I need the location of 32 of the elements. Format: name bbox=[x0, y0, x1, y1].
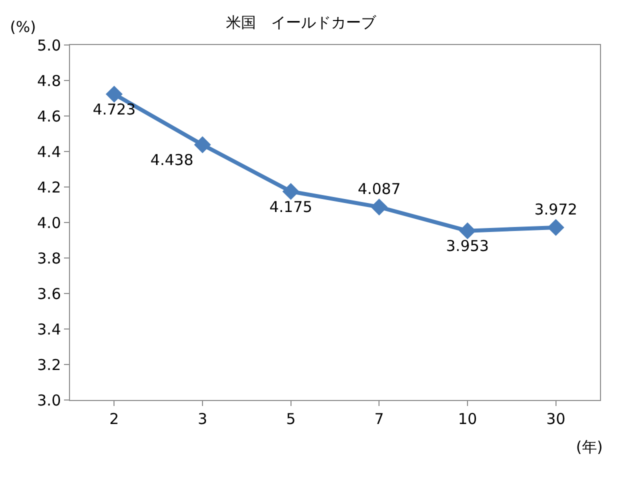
x-axis-title: (年) bbox=[576, 438, 603, 456]
point bbox=[547, 219, 564, 236]
point bbox=[106, 86, 123, 103]
x-tick-label: 7 bbox=[374, 410, 384, 428]
x-tick-label: 30 bbox=[546, 410, 566, 428]
y-tick-label: 3.8 bbox=[37, 249, 61, 268]
point bbox=[459, 222, 476, 240]
data-label: 4.087 bbox=[358, 180, 401, 198]
y-tick-label: 4.6 bbox=[37, 107, 61, 126]
data-label: 3.972 bbox=[534, 200, 578, 219]
data-label: 3.953 bbox=[446, 237, 489, 256]
point bbox=[370, 198, 388, 216]
y-tick-label: 3.6 bbox=[37, 284, 61, 303]
chart-title: 米国 イールドカーブ bbox=[226, 13, 377, 32]
y-tick-label: 3.0 bbox=[37, 391, 61, 410]
y-tick-label: 4.2 bbox=[37, 178, 61, 196]
y-tick-label: 3.4 bbox=[37, 320, 61, 338]
y-tick-label: 3.2 bbox=[37, 356, 61, 374]
point bbox=[194, 136, 211, 154]
y-tick-label: 5.0 bbox=[37, 36, 61, 54]
y-tick-label: 4.4 bbox=[37, 142, 61, 161]
y-tick-label: 4.8 bbox=[37, 72, 61, 90]
data-label: 4.175 bbox=[269, 198, 312, 216]
x-tick-label: 5 bbox=[286, 410, 296, 428]
data-label: 4.723 bbox=[92, 100, 136, 119]
point bbox=[282, 182, 300, 200]
data-label: 4.438 bbox=[150, 151, 194, 170]
y-tick-label: 4.0 bbox=[37, 214, 61, 232]
x-tick-label: 10 bbox=[458, 410, 478, 428]
x-tick-label: 2 bbox=[109, 410, 119, 428]
y-axis-title: (%) bbox=[10, 18, 36, 36]
x-tick-label: 3 bbox=[198, 410, 208, 428]
